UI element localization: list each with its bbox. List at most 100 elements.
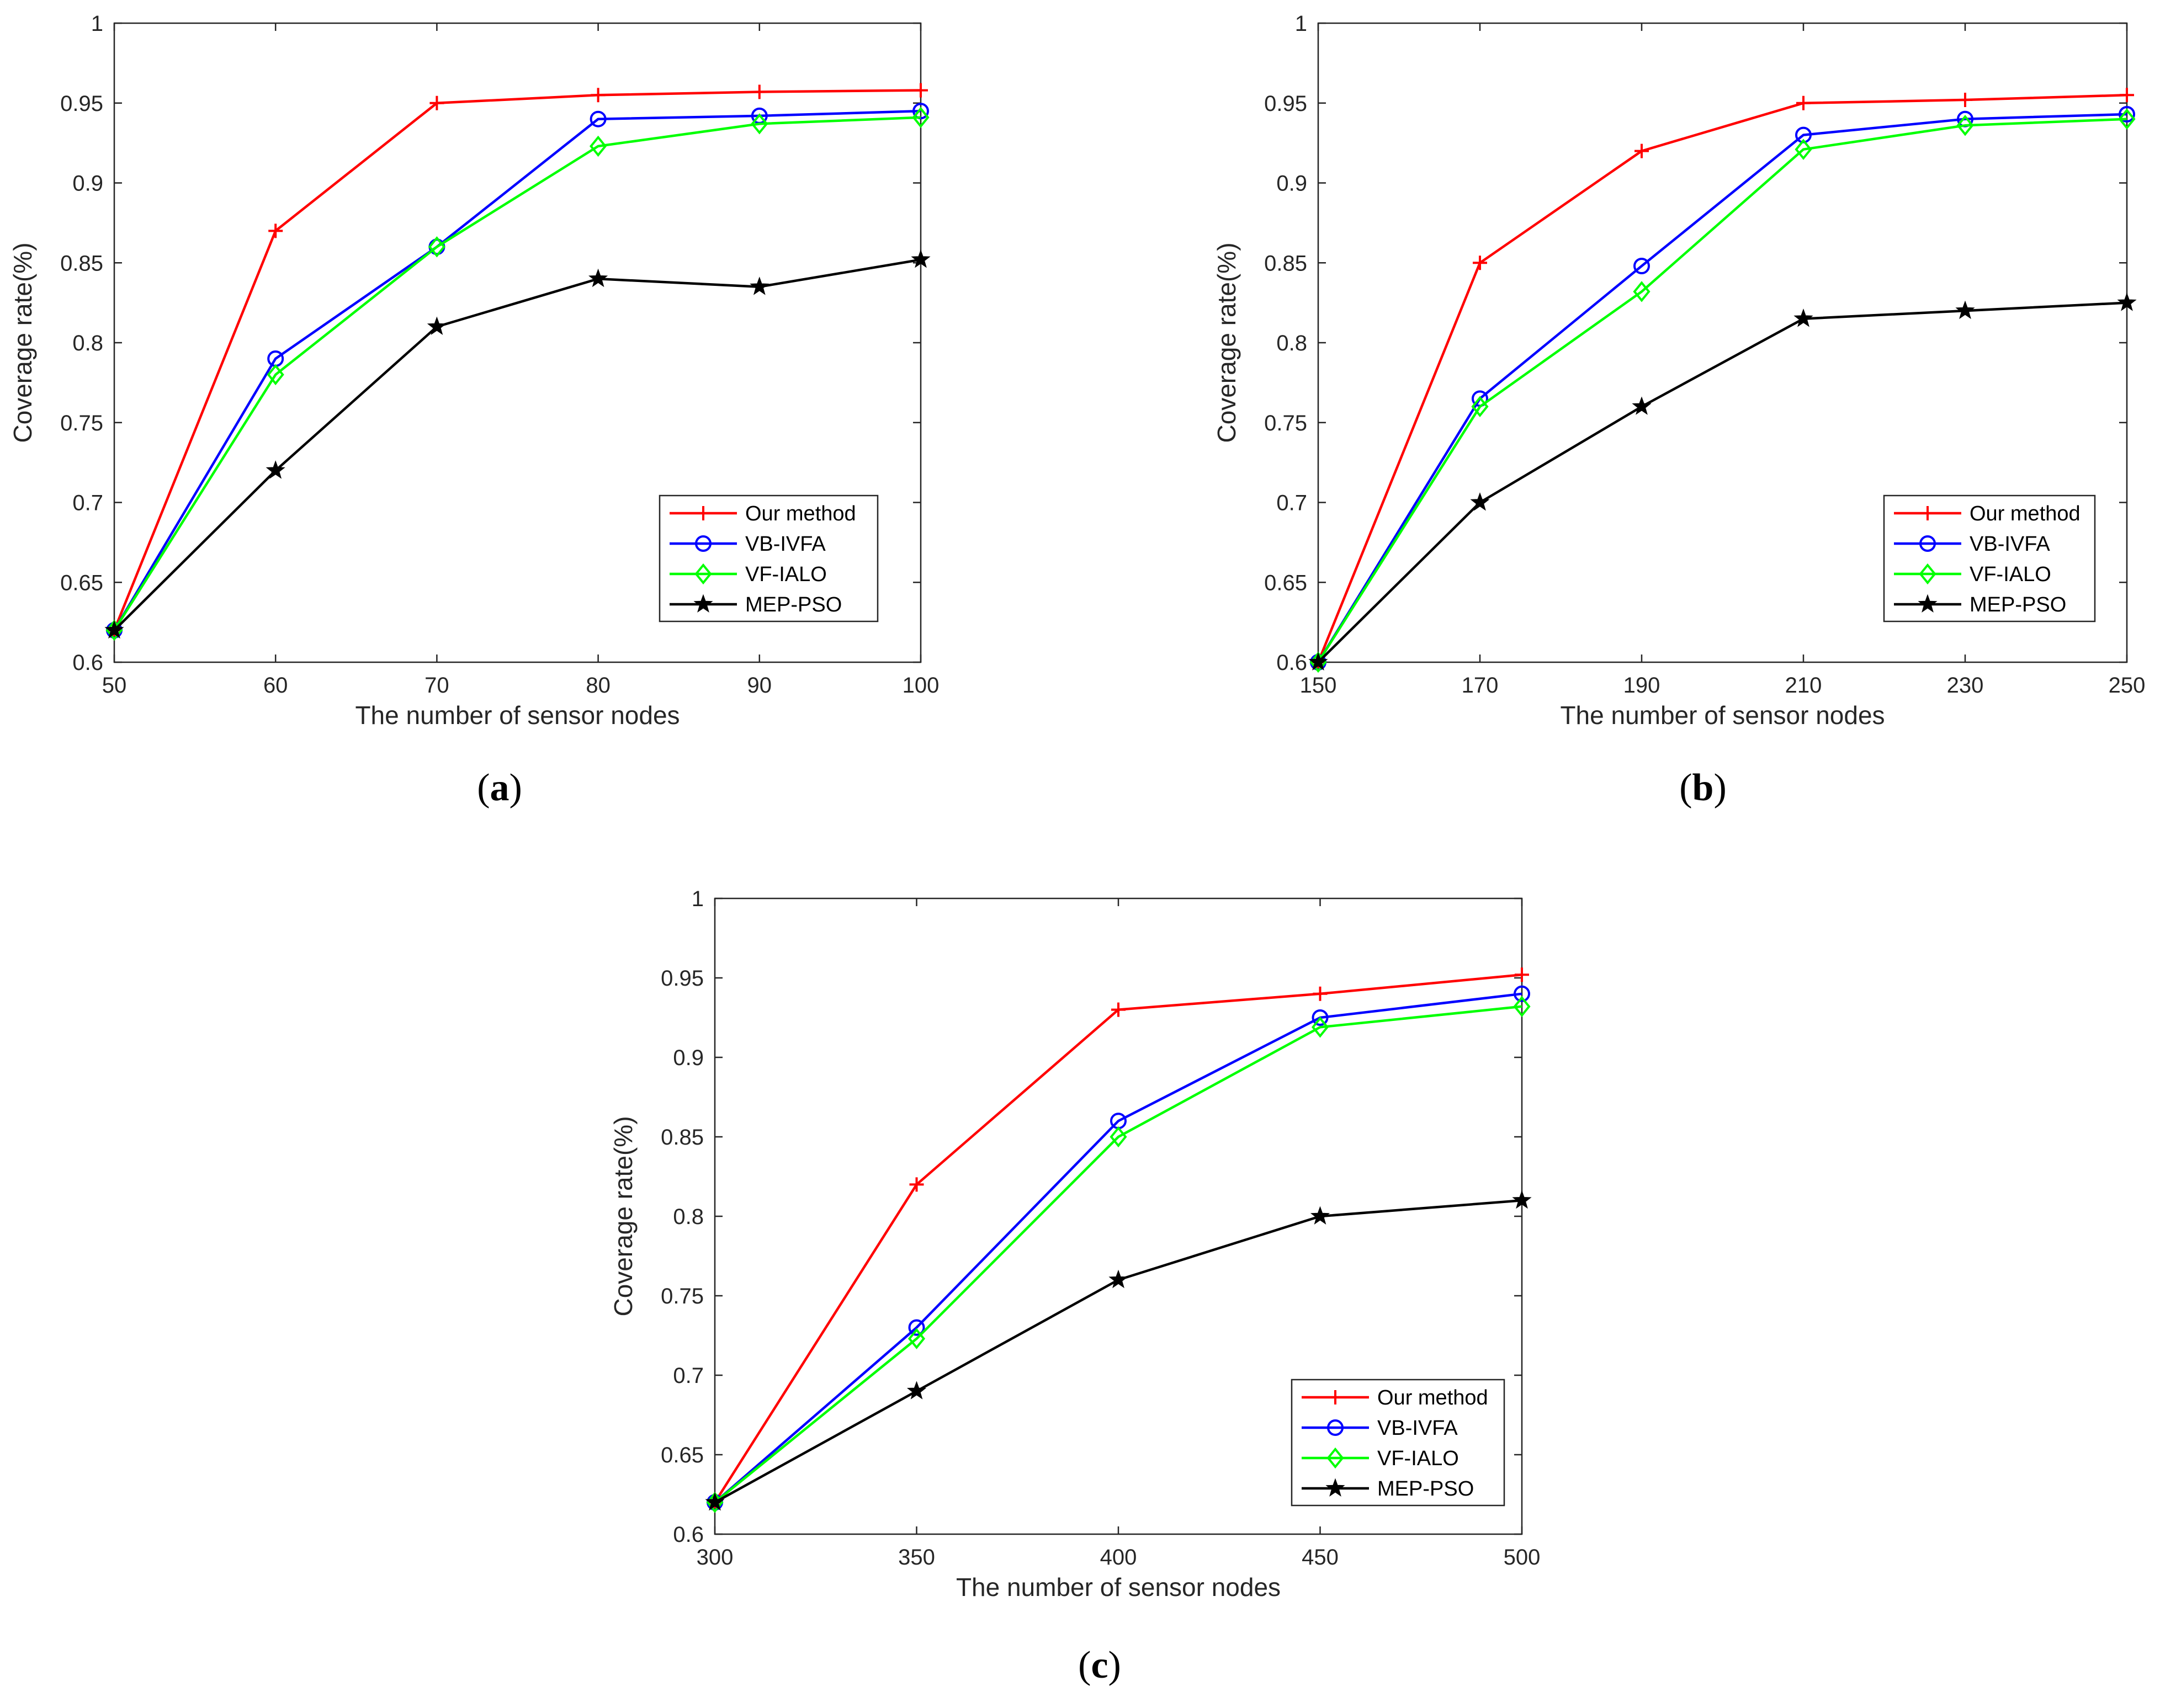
y-tick-label: 1 bbox=[1295, 12, 1307, 36]
y-tick-label: 0.8 bbox=[72, 331, 103, 355]
data-point-plus bbox=[1313, 986, 1328, 1001]
data-point-star bbox=[1108, 1269, 1128, 1289]
x-tick-label: 450 bbox=[1302, 1545, 1339, 1569]
legend-label: MEP-PSO bbox=[745, 593, 842, 616]
data-point-plus bbox=[909, 1177, 924, 1192]
x-tick-label: 500 bbox=[1504, 1545, 1541, 1569]
caption-paren-close: ) bbox=[1108, 1644, 1121, 1686]
data-point-diamond bbox=[1513, 996, 1531, 1018]
data-point-circle bbox=[590, 110, 607, 127]
legend-label: VB-IVFA bbox=[1970, 533, 2050, 556]
caption-paren-close: ) bbox=[510, 767, 522, 809]
legend-label: VF-IALO bbox=[745, 563, 827, 586]
y-axis-label: Coverage rate(%) bbox=[609, 1116, 638, 1316]
x-tick-label: 90 bbox=[747, 673, 772, 698]
series-line-diamond bbox=[714, 1005, 1522, 1504]
data-point-diamond bbox=[1956, 115, 1974, 136]
series-line-circle bbox=[113, 109, 921, 631]
series-line-diamond bbox=[113, 116, 921, 631]
series-line-plus bbox=[1317, 94, 2127, 663]
legend-marker-star bbox=[693, 594, 713, 613]
caption-letter: a bbox=[490, 767, 510, 809]
legend-box bbox=[1883, 494, 2096, 622]
y-tick-label: 0.65 bbox=[1264, 571, 1307, 595]
series-line-star bbox=[113, 258, 921, 631]
caption-paren-close: ) bbox=[1713, 767, 1726, 809]
y-axis-label: Coverage rate(%) bbox=[8, 242, 37, 443]
data-point-star bbox=[1512, 1190, 1532, 1209]
y-tick-label: 0.75 bbox=[1264, 411, 1307, 435]
legend: Our method VB-IVFA VF-IALO MEP-PSO bbox=[1291, 1379, 1505, 1507]
legend-box bbox=[1291, 1379, 1505, 1507]
legend-marker-circle bbox=[1327, 1419, 1344, 1436]
data-point-diamond bbox=[907, 1328, 926, 1349]
data-point-plus bbox=[1111, 1002, 1126, 1017]
y-tick-label: 0.6 bbox=[72, 651, 103, 675]
legend-marker-diamond bbox=[1919, 563, 1936, 585]
y-axis-label: Coverage rate(%) bbox=[1212, 242, 1241, 443]
data-point-diamond bbox=[1311, 1017, 1329, 1038]
data-point-star bbox=[1632, 396, 1652, 415]
data-point-plus bbox=[429, 95, 444, 110]
x-tick-label: 300 bbox=[697, 1545, 734, 1569]
data-point-star bbox=[1955, 300, 1975, 320]
y-tick-label: 0.6 bbox=[673, 1523, 704, 1547]
legend-box bbox=[659, 494, 879, 622]
chart-panel-b: 0.6 0.65 0.7 0.75 0.8 0.85 0.9 0.95 1 150 170 190 21… bbox=[1212, 12, 2145, 809]
data-point-star bbox=[427, 316, 447, 335]
y-tick-label: 0.85 bbox=[60, 251, 103, 275]
caption-paren-open: ( bbox=[477, 767, 490, 809]
data-point-star bbox=[1310, 1206, 1330, 1225]
legend-marker-plus bbox=[1328, 1390, 1342, 1404]
legend: Our method VB-IVFA VF-IALO MEP-PSO bbox=[1883, 494, 2096, 622]
y-tick-label: 0.95 bbox=[60, 92, 103, 116]
data-point-star bbox=[1308, 652, 1328, 671]
data-point-diamond bbox=[1633, 281, 1650, 302]
legend-marker-circle bbox=[1919, 535, 1936, 552]
chart-panel-a: 0.6 0.65 0.7 0.75 0.8 0.85 0.9 0.95 1 50 60 70 80 90 1… bbox=[8, 12, 939, 809]
x-axis-label: The number of sensor nodes bbox=[1560, 701, 1885, 730]
x-tick-label: 210 bbox=[1785, 673, 1822, 698]
data-point-plus bbox=[2120, 88, 2134, 103]
data-point-star bbox=[911, 249, 931, 268]
data-point-circle bbox=[1633, 258, 1650, 275]
series-line-diamond bbox=[1317, 118, 2127, 663]
data-point-star bbox=[705, 1492, 725, 1511]
caption-letter: c bbox=[1091, 1644, 1108, 1686]
x-tick-label: 250 bbox=[2109, 673, 2146, 698]
y-tick-label: 0.7 bbox=[673, 1364, 704, 1388]
y-tick-label: 0.85 bbox=[1264, 251, 1307, 275]
legend-label: Our method bbox=[1377, 1386, 1488, 1409]
legend-marker-plus bbox=[1920, 506, 1935, 520]
series-line-star bbox=[1317, 301, 2127, 663]
y-tick-label: 0.95 bbox=[661, 966, 704, 991]
data-point-diamond bbox=[428, 236, 445, 258]
y-tick-label: 0.75 bbox=[661, 1284, 704, 1308]
y-tick-label: 0.65 bbox=[60, 571, 103, 595]
chart-panel-c: 0.6 0.65 0.7 0.75 0.8 0.85 0.9 0.95 1 300 350 400 45… bbox=[609, 887, 1540, 1686]
series-line-circle bbox=[714, 992, 1522, 1504]
data-point-star bbox=[588, 268, 608, 288]
x-tick-label: 150 bbox=[1300, 673, 1337, 698]
panel-caption: (b) bbox=[1679, 767, 1727, 809]
x-tick-label: 50 bbox=[102, 673, 127, 698]
data-point-plus bbox=[1958, 92, 1972, 107]
y-tick-label: 0.7 bbox=[1276, 491, 1307, 515]
legend-label: Our method bbox=[745, 502, 856, 525]
x-tick-label: 100 bbox=[903, 673, 940, 698]
data-point-diamond bbox=[1471, 396, 1489, 417]
data-point-plus bbox=[1634, 143, 1649, 158]
y-tick-label: 0.9 bbox=[1276, 172, 1307, 196]
data-point-diamond bbox=[590, 135, 607, 157]
y-tick-label: 0.8 bbox=[1276, 331, 1307, 355]
y-tick-label: 1 bbox=[692, 887, 704, 911]
data-point-plus bbox=[268, 224, 283, 238]
legend-marker-diamond bbox=[1326, 1447, 1344, 1469]
data-point-diamond bbox=[751, 113, 768, 135]
x-tick-label: 230 bbox=[1947, 673, 1984, 698]
data-point-plus bbox=[1473, 256, 1487, 270]
legend-label: VB-IVFA bbox=[745, 533, 826, 556]
y-tick-label: 1 bbox=[91, 12, 103, 36]
x-tick-label: 190 bbox=[1623, 673, 1660, 698]
